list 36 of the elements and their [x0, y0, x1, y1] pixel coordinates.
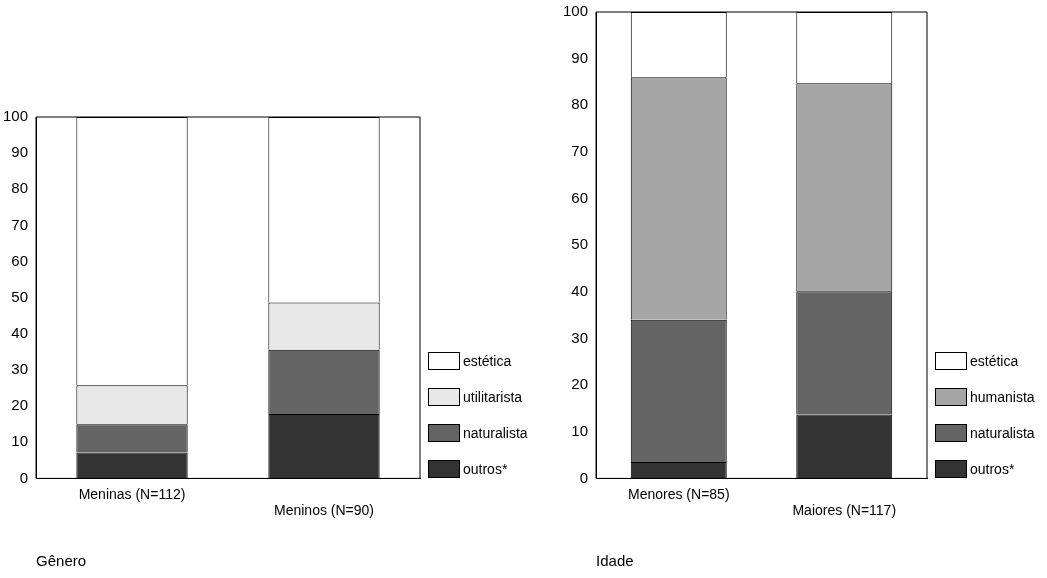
x-tick-label: Meninos (N=90) [274, 502, 375, 519]
legend-label: naturalista [970, 425, 1035, 442]
y-tick-label: 60 [571, 188, 589, 206]
y-tick-label: 80 [571, 95, 589, 113]
y-tick-label: 40 [571, 281, 589, 299]
y-tick-label: 10 [571, 421, 589, 439]
y-tick-label: 70 [11, 215, 29, 233]
x-tick-label: Maiores (N=117) [792, 502, 897, 519]
y-tick-label: 40 [11, 323, 29, 341]
y-tick-label: 50 [11, 287, 29, 305]
y-tick-label: 30 [11, 360, 29, 378]
y-tick-label: 90 [571, 48, 589, 66]
y-tick-label: 100 [563, 2, 589, 20]
x-axis-title: Idade [596, 552, 634, 570]
x-tick-label: Meninas (N=112) [78, 485, 186, 502]
y-tick-label: 100 [3, 107, 29, 125]
y-tick-label: 70 [571, 142, 589, 160]
y-tick-label: 90 [11, 143, 29, 161]
y-tick-label: 80 [11, 179, 29, 197]
y-tick-label: 60 [11, 251, 29, 269]
y-tick-label: 20 [11, 396, 29, 414]
legend-label: humanista [970, 389, 1035, 406]
x-axis-title: Gênero [36, 552, 87, 570]
legend-label: outros* [463, 461, 508, 478]
y-tick-label: 10 [11, 432, 29, 450]
legend-label: naturalista [463, 425, 528, 442]
text: estética [970, 353, 1019, 370]
legend-label: outros* [970, 461, 1015, 478]
y-tick-label: 0 [579, 468, 589, 486]
y-tick-label: 20 [571, 375, 589, 393]
y-tick-label: 50 [571, 235, 589, 253]
x-tick-label: Menores (N=85) [628, 485, 730, 502]
legend-label: utilitarista [463, 389, 523, 406]
text: estética [463, 353, 512, 370]
y-tick-label: 30 [571, 328, 589, 346]
y-tick-label: 0 [19, 468, 29, 486]
